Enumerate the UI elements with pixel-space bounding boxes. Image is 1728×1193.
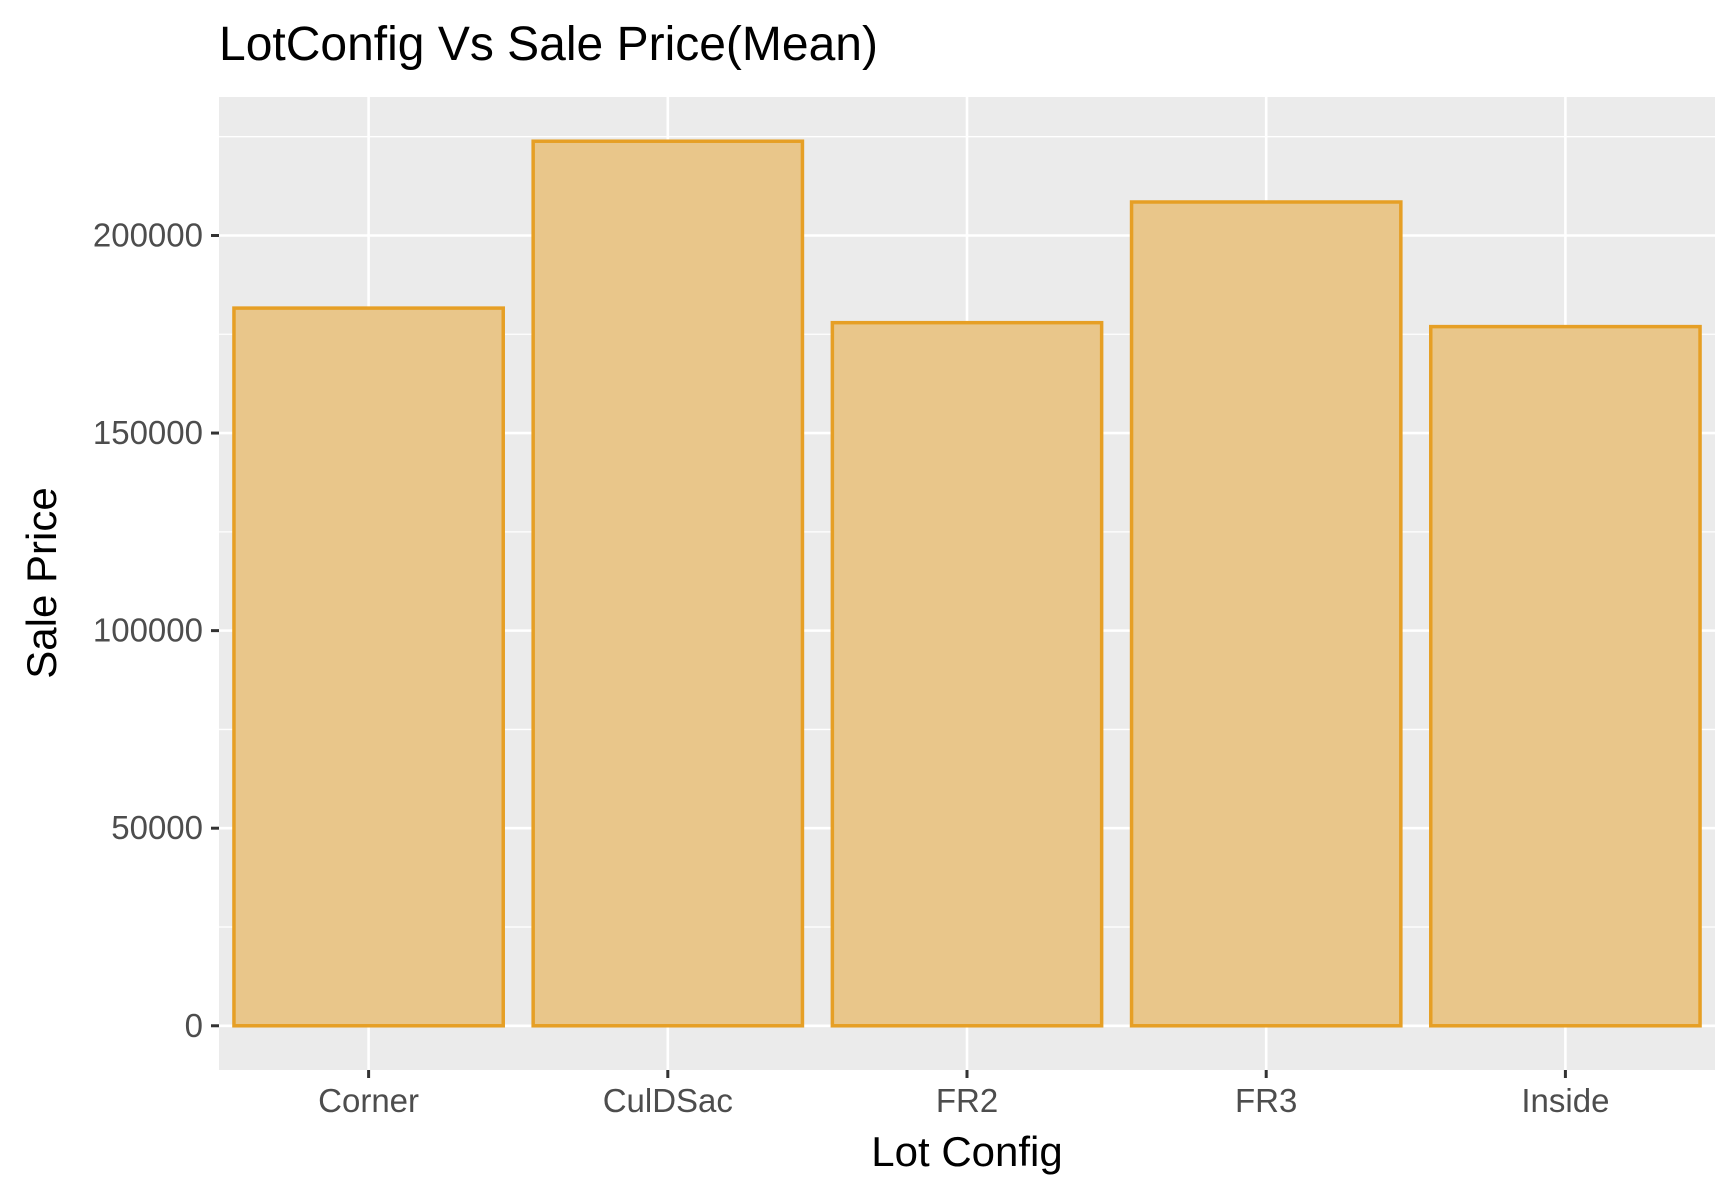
bars bbox=[232, 139, 1702, 1028]
x-tick-label: Corner bbox=[318, 1082, 419, 1119]
y-tick-label: 50000 bbox=[111, 809, 203, 846]
y-tick-label: 200000 bbox=[93, 216, 203, 253]
bar-inside bbox=[1429, 324, 1702, 1028]
x-tick-label: FR2 bbox=[936, 1082, 998, 1119]
x-axis: Corner CulDSac FR2 FR3 Inside bbox=[318, 1070, 1609, 1119]
y-axis: 0 50000 100000 150000 200000 bbox=[93, 216, 219, 1044]
y-tick-label: 100000 bbox=[93, 612, 203, 649]
bar-culdsac bbox=[531, 139, 805, 1028]
bar-corner bbox=[232, 306, 505, 1028]
x-tick-label: CulDSac bbox=[603, 1082, 733, 1119]
y-tick-label: 150000 bbox=[93, 414, 203, 451]
bar-fr2 bbox=[830, 320, 1104, 1028]
x-axis-title: Lot Config bbox=[871, 1128, 1062, 1175]
x-tick-label: FR3 bbox=[1235, 1082, 1297, 1119]
x-tick-label: Inside bbox=[1521, 1082, 1609, 1119]
y-axis-title: Sale Price bbox=[18, 487, 65, 678]
chart-title: LotConfig Vs Sale Price(Mean) bbox=[219, 18, 878, 71]
bar-fr3 bbox=[1129, 200, 1403, 1028]
y-tick-label: 0 bbox=[185, 1007, 203, 1044]
